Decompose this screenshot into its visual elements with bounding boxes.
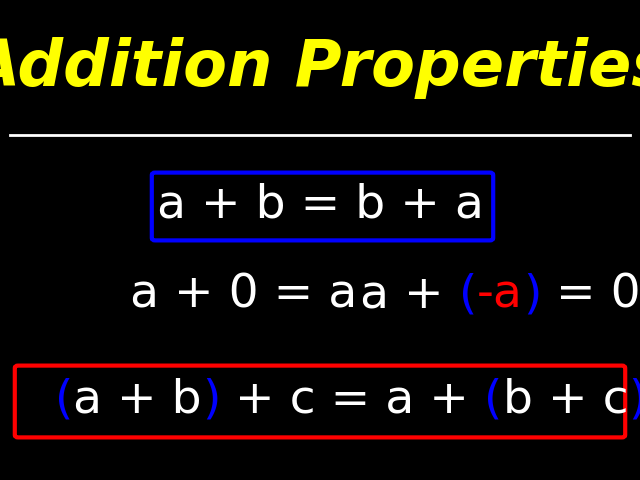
Text: ): ) — [523, 273, 541, 317]
Text: a + 0 = a: a + 0 = a — [130, 273, 357, 317]
Text: = 0: = 0 — [541, 273, 640, 317]
Text: + c = a +: + c = a + — [220, 377, 484, 422]
Text: -a: -a — [477, 273, 523, 317]
Text: (: ( — [484, 377, 502, 422]
Text: a + b = b + a: a + b = b + a — [157, 182, 483, 228]
Text: (: ( — [459, 273, 477, 317]
Text: Addition Properties: Addition Properties — [0, 37, 640, 99]
Text: ): ) — [202, 377, 220, 422]
Text: a +: a + — [360, 273, 459, 317]
Text: b + c: b + c — [502, 377, 628, 422]
Text: (: ( — [55, 377, 74, 422]
Text: a + b: a + b — [74, 377, 202, 422]
Text: ): ) — [628, 377, 640, 422]
